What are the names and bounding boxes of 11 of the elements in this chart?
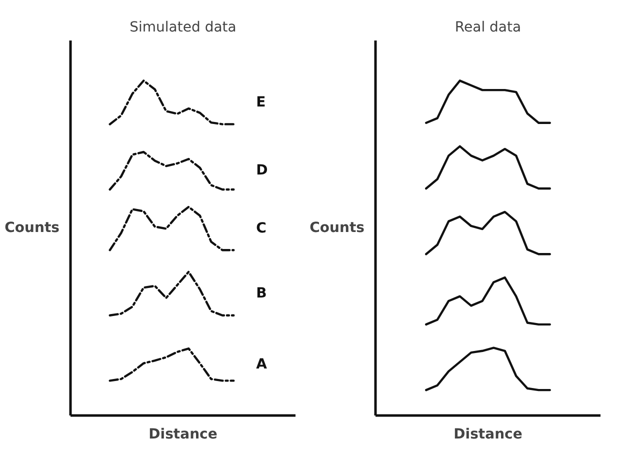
series-label: E: [256, 94, 266, 110]
series-label: B: [256, 286, 267, 302]
x-axis-title: Distance: [454, 426, 522, 442]
x-axis-title: Distance: [148, 426, 218, 442]
y-axis-title: Counts: [310, 220, 365, 236]
series-label: C: [256, 220, 266, 236]
y-axis-title: Counts: [4, 220, 60, 236]
series-label: D: [256, 162, 268, 179]
series-label: A: [256, 356, 268, 373]
chart-title: Simulated data: [130, 20, 236, 36]
chart-title: Real data: [454, 20, 522, 36]
